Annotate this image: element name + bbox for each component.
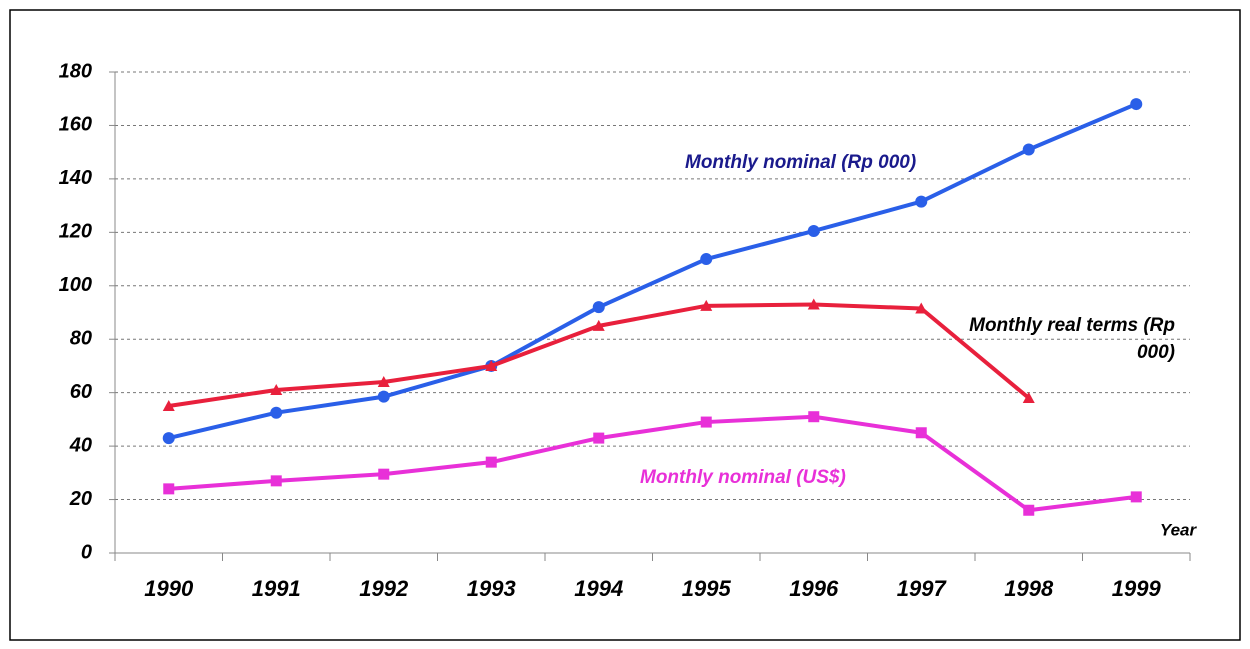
x-tick-label: 1996 — [789, 576, 839, 601]
x-tick-label: 1993 — [467, 576, 516, 601]
series-label: Monthly real terms (Rp 000) — [969, 315, 1175, 363]
x-tick-label: 1990 — [144, 576, 194, 601]
point — [270, 406, 283, 419]
point — [700, 253, 713, 266]
series-line — [168, 102, 1138, 441]
x-tick-label: 1998 — [1004, 576, 1054, 601]
point — [1130, 98, 1143, 111]
y-tick-label: 0 — [81, 541, 92, 563]
y-tick-label: 160 — [59, 114, 92, 136]
x-tick-label: 1999 — [1112, 576, 1162, 601]
series-line — [168, 302, 1031, 409]
y-tick-label: 140 — [59, 167, 92, 189]
point — [378, 468, 390, 480]
point — [1130, 491, 1142, 503]
point — [915, 427, 927, 439]
point — [270, 383, 283, 395]
y-tick-label: 20 — [69, 488, 92, 510]
point — [807, 224, 820, 237]
point — [377, 375, 390, 387]
y-tick-label: 100 — [59, 274, 92, 296]
y-tick-label: 40 — [69, 434, 92, 456]
y-tick-label: 60 — [70, 381, 92, 403]
point — [377, 390, 390, 403]
point — [700, 299, 713, 311]
point — [915, 302, 928, 314]
series-line — [168, 414, 1137, 513]
point — [163, 483, 175, 495]
point — [807, 298, 820, 310]
series-label: Monthly nominal (Rp 000) — [685, 152, 917, 173]
point — [485, 456, 497, 468]
x-tick-label: 1992 — [359, 576, 409, 601]
x-tick-label: 1997 — [897, 576, 948, 601]
x-tick-label: 1995 — [682, 576, 732, 601]
point — [162, 432, 175, 445]
x-tick-label: 1991 — [252, 576, 301, 601]
y-tick-label: 180 — [59, 60, 92, 82]
point — [593, 432, 605, 444]
point — [162, 400, 175, 412]
point — [808, 411, 820, 423]
x-tick-label: 1994 — [574, 576, 623, 601]
point — [1022, 392, 1035, 404]
point — [915, 195, 928, 208]
frame-border — [9, 9, 1241, 641]
y-tick-label: 120 — [59, 221, 92, 243]
point — [700, 416, 712, 428]
point — [1023, 504, 1035, 516]
series-label: Monthly nominal (US$) — [640, 467, 846, 488]
point — [485, 359, 498, 371]
y-tick-label: 80 — [70, 328, 92, 350]
point — [592, 319, 605, 331]
point — [592, 301, 605, 314]
point — [270, 475, 282, 487]
x-axis-label: Year — [1160, 520, 1198, 539]
point — [1022, 143, 1035, 156]
